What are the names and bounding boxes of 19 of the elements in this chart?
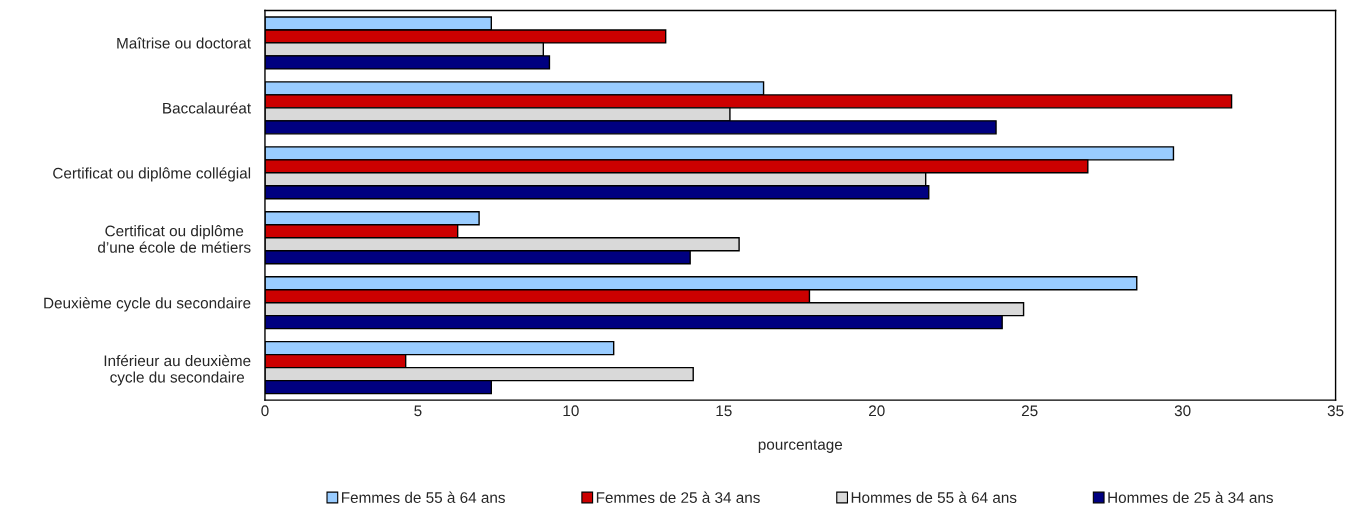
x-tick-label: 30 bbox=[1174, 405, 1191, 417]
x-tick-label: 35 bbox=[1327, 405, 1344, 417]
y-tick-label: Certificat ou diplôme d’une école de métiers bbox=[98, 225, 251, 253]
y-tick-label: Certificat ou diplôme collégial bbox=[53, 167, 251, 182]
legend-label: Femmes de 55 à 64 ans bbox=[342, 491, 505, 503]
x-tick-label: 20 bbox=[869, 405, 885, 417]
y-tick-label: Inférieur au deuxième cycle du secondaire bbox=[104, 354, 251, 386]
legend-label: Femmes de 25 à 34 ans bbox=[596, 491, 760, 503]
x-tick-label: 0 bbox=[261, 405, 269, 417]
x-tick-label: 5 bbox=[414, 405, 422, 417]
y-tick-label: Maîtrise ou doctorat bbox=[117, 37, 251, 49]
x-tick-label: 15 bbox=[716, 405, 732, 417]
legend-label: Hommes de 25 à 34 ans bbox=[1108, 491, 1273, 503]
y-tick-label: Baccalauréat bbox=[163, 102, 251, 114]
x-tick-label: 10 bbox=[563, 405, 579, 417]
x-axis-title: pourcentage bbox=[758, 439, 843, 453]
y-tick-label: Deuxième cycle du secondaire bbox=[44, 297, 251, 312]
legend-label: Hommes de 55 à 64 ans bbox=[851, 491, 1017, 503]
x-tick-label: 25 bbox=[1021, 405, 1038, 417]
